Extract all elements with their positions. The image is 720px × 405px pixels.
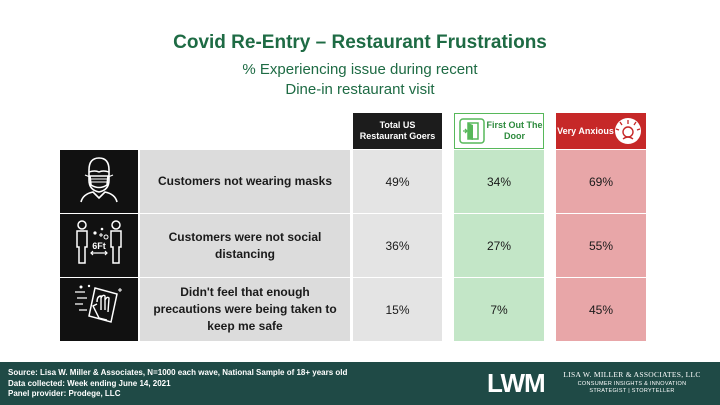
footer-bar: Source: Lisa W. Miller & Associates, N=1… bbox=[0, 362, 720, 405]
masked-face-icon bbox=[75, 154, 123, 209]
footer-source: Source: Lisa W. Miller & Associates, N=1… bbox=[8, 368, 348, 377]
row-label-precautions: Didn't feel that enough precautions were… bbox=[140, 278, 350, 341]
footer-notes: Source: Lisa W. Miller & Associates, N=1… bbox=[8, 368, 347, 400]
cell-anxious-distancing: 55% bbox=[556, 214, 646, 277]
column-header-very-anxious: Very Anxious bbox=[556, 113, 646, 149]
logo-mark: LWM bbox=[487, 367, 546, 398]
cell-anxious-precautions: 45% bbox=[556, 278, 646, 341]
cell-total-distancing: 36% bbox=[353, 214, 442, 277]
logo-company-block: LISA W. MILLER & ASSOCIATES, LLC CONSUME… bbox=[552, 370, 712, 394]
slide-title: Covid Re-Entry – Restaurant Frustrations bbox=[173, 32, 547, 53]
anxious-head-icon bbox=[614, 117, 642, 145]
svg-text:6Ft: 6Ft bbox=[92, 241, 106, 251]
subtitle-line-2: Dine-in restaurant visit bbox=[285, 81, 435, 98]
row-icon-distancing: 6Ft bbox=[60, 214, 138, 277]
cell-total-precautions: 15% bbox=[353, 278, 442, 341]
cell-anxious-masks: 69% bbox=[556, 150, 646, 213]
cell-first-masks: 34% bbox=[454, 150, 544, 213]
social-distance-6ft-icon: 6Ft bbox=[71, 217, 127, 274]
row-label-distancing: Customers were not social distancing bbox=[140, 214, 350, 277]
logo-company-name: LISA W. MILLER & ASSOCIATES, LLC bbox=[563, 370, 701, 379]
row-label-masks: Customers not wearing masks bbox=[140, 150, 350, 213]
footer-panel: Panel provider: Prodege, LLC bbox=[8, 389, 121, 398]
footer-collected: Data collected: Week ending June 14, 202… bbox=[8, 378, 171, 388]
cell-first-distancing: 27% bbox=[454, 214, 544, 277]
cell-total-masks: 49% bbox=[353, 150, 442, 213]
logo-tagline-2: STRATEGIST | STORYTELLER bbox=[589, 388, 675, 394]
row-icon-precautions bbox=[60, 278, 138, 341]
logo-tagline-1: CONSUMER INSIGHTS & INNOVATION bbox=[577, 381, 687, 387]
column-header-total: Total US Restaurant Goers bbox=[353, 113, 442, 149]
cell-first-precautions: 7% bbox=[454, 278, 544, 341]
subtitle-line-1: % Experiencing issue during recent bbox=[242, 61, 478, 78]
lwm-logo: LWM bbox=[487, 367, 547, 399]
sanitizing-wipe-icon bbox=[71, 282, 127, 337]
column-header-total-label: Total US Restaurant Goers bbox=[359, 120, 436, 141]
slide-subtitle: % Experiencing issue during recent Dine-… bbox=[0, 60, 720, 100]
exit-door-icon bbox=[458, 117, 486, 145]
column-header-first-out-label: First Out The Door bbox=[486, 120, 543, 141]
row-icon-masks bbox=[60, 150, 138, 213]
column-header-very-anxious-label: Very Anxious bbox=[557, 125, 614, 136]
column-header-first-out: First Out The Door bbox=[454, 113, 544, 149]
